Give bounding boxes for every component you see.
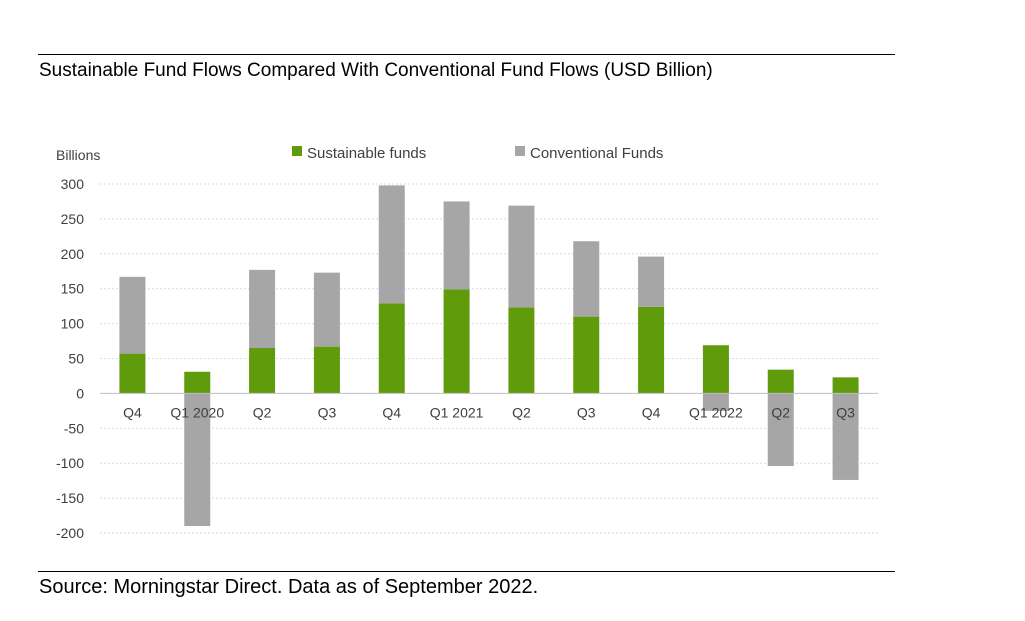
y-tick-label: -150 — [56, 490, 84, 506]
bar-conventional — [638, 256, 665, 307]
x-tick-label: Q1 2022 — [689, 404, 743, 420]
bar-conventional — [443, 201, 470, 290]
y-tick-label: -100 — [56, 455, 84, 471]
bar-sustainable — [638, 306, 665, 394]
legend-label: Sustainable funds — [307, 145, 426, 162]
bar-sustainable — [443, 289, 470, 394]
bar-sustainable — [508, 307, 535, 394]
chart-title: Sustainable Fund Flows Compared With Con… — [39, 60, 713, 81]
x-tick-label: Q2 — [253, 404, 272, 420]
y-tick-label: 300 — [61, 176, 85, 192]
bottom-rule — [38, 571, 895, 572]
gridlines — [100, 183, 878, 534]
bar-sustainable — [573, 316, 600, 394]
bar-sustainable — [832, 377, 859, 394]
y-tick-label: 250 — [61, 211, 85, 227]
y-tick-label: -200 — [56, 525, 84, 541]
bar-sustainable — [184, 371, 211, 394]
axes: 300 250 200 150 100 50 0 -50 -100 -150 -200 Q4 Q1 20… — [56, 176, 878, 541]
legend-label: Conventional Funds — [530, 145, 663, 162]
x-tick-label: Q3 — [836, 404, 855, 420]
bar-conventional — [508, 205, 535, 308]
legend: Sustainable funds Conventional Funds — [292, 145, 663, 162]
y-tick-label: 200 — [61, 246, 85, 262]
legend-swatch — [515, 146, 525, 156]
x-tick-label: Q4 — [123, 404, 142, 420]
x-tick-label: Q3 — [577, 404, 596, 420]
bar-conventional — [767, 393, 794, 466]
x-tick-label: Q4 — [642, 404, 661, 420]
y-tick-label: -50 — [64, 420, 84, 436]
bar-sustainable — [378, 303, 405, 394]
y-tick-label: 50 — [68, 351, 84, 367]
y-tick-label: 150 — [61, 281, 85, 297]
bar-conventional — [184, 393, 211, 527]
y-axis-label: Billions — [56, 147, 100, 163]
y-tick-label: 100 — [61, 316, 85, 332]
bar-sustainable — [313, 346, 340, 394]
bars — [119, 185, 859, 527]
x-tick-label: Q2 — [771, 404, 790, 420]
bar-sustainable — [767, 369, 794, 394]
bar-conventional — [378, 185, 405, 304]
bar-conventional — [832, 393, 859, 480]
bar-conventional — [249, 269, 276, 349]
legend-swatch — [292, 146, 302, 156]
bar-sustainable — [119, 353, 146, 394]
bar-conventional — [119, 276, 146, 354]
bar-conventional — [313, 272, 340, 347]
y-tick-label: 0 — [76, 385, 84, 401]
x-tick-label: Q1 2020 — [170, 404, 224, 420]
bar-sustainable — [702, 345, 729, 394]
bar-conventional — [573, 241, 600, 317]
x-tick-label: Q1 2021 — [430, 404, 484, 420]
x-tick-label: Q3 — [318, 404, 337, 420]
bar-conventional — [702, 393, 729, 411]
x-tick-label: Q4 — [382, 404, 401, 420]
top-rule — [38, 54, 895, 55]
x-tick-label: Q2 — [512, 404, 531, 420]
bar-sustainable — [249, 348, 276, 394]
source-note: Source: Morningstar Direct. Data as of S… — [39, 576, 539, 598]
